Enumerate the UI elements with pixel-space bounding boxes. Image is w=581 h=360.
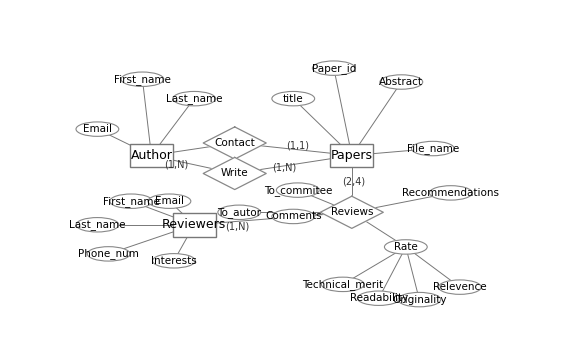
Text: Technical_merit: Technical_merit: [302, 279, 383, 290]
Text: Recommendations: Recommendations: [403, 188, 499, 198]
Ellipse shape: [121, 72, 164, 86]
Ellipse shape: [272, 91, 315, 106]
Bar: [173, 213, 216, 237]
Ellipse shape: [272, 209, 315, 224]
Ellipse shape: [411, 141, 454, 156]
Text: Papers: Papers: [331, 149, 373, 162]
Ellipse shape: [110, 194, 153, 208]
Text: (1,1): (1,1): [286, 141, 309, 151]
Text: title: title: [283, 94, 303, 104]
Ellipse shape: [277, 183, 319, 197]
Ellipse shape: [218, 205, 261, 220]
Text: To_commitee: To_commitee: [264, 185, 332, 195]
Text: Relevence: Relevence: [433, 282, 487, 292]
Text: First_name: First_name: [103, 196, 160, 207]
Text: Reviewers: Reviewers: [162, 218, 227, 231]
Text: Comments: Comments: [265, 211, 321, 221]
Text: Email: Email: [155, 196, 184, 206]
Bar: [130, 144, 173, 167]
Text: To_autor: To_autor: [217, 207, 261, 218]
Ellipse shape: [429, 186, 472, 200]
Text: (1,N): (1,N): [272, 162, 296, 172]
Text: Rate: Rate: [394, 242, 418, 252]
Text: Author: Author: [131, 149, 173, 162]
Text: File_name: File_name: [407, 143, 459, 154]
Ellipse shape: [313, 61, 355, 75]
Text: First_name: First_name: [114, 74, 171, 85]
Text: Last_name: Last_name: [166, 93, 223, 104]
Text: (1,N): (1,N): [164, 159, 188, 169]
Ellipse shape: [87, 247, 130, 261]
Ellipse shape: [76, 122, 119, 136]
Ellipse shape: [321, 277, 364, 292]
Ellipse shape: [76, 217, 119, 232]
Ellipse shape: [380, 75, 423, 89]
Ellipse shape: [385, 240, 427, 254]
Ellipse shape: [148, 194, 191, 208]
Text: Phone_num: Phone_num: [78, 248, 139, 259]
Polygon shape: [320, 196, 383, 228]
Ellipse shape: [173, 91, 216, 106]
Text: (1,N): (1,N): [225, 222, 249, 232]
Ellipse shape: [439, 280, 481, 294]
Text: Last_name: Last_name: [69, 219, 125, 230]
Ellipse shape: [357, 291, 400, 305]
Ellipse shape: [153, 253, 195, 268]
Text: Paper_id: Paper_id: [311, 63, 356, 73]
Ellipse shape: [398, 292, 441, 307]
Text: Readability: Readability: [350, 293, 408, 303]
Polygon shape: [203, 127, 266, 159]
Polygon shape: [203, 157, 266, 190]
Text: Originality: Originality: [392, 294, 447, 305]
Text: Interests: Interests: [151, 256, 197, 266]
Text: (2,4): (2,4): [342, 177, 365, 187]
Bar: [331, 144, 373, 167]
Text: Reviews: Reviews: [331, 207, 373, 217]
Text: Email: Email: [83, 124, 112, 134]
Text: Abstract: Abstract: [379, 77, 424, 87]
Text: Write: Write: [221, 168, 249, 179]
Text: Contact: Contact: [214, 138, 255, 148]
